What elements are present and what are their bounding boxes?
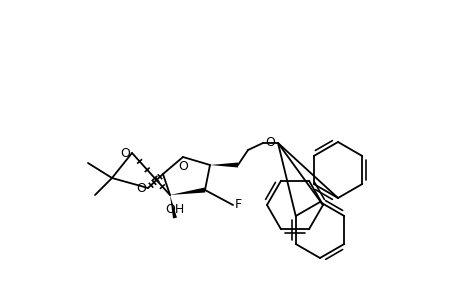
Polygon shape (170, 188, 205, 195)
Text: O: O (264, 136, 274, 148)
Text: F: F (235, 197, 241, 211)
Text: O: O (178, 160, 188, 173)
Polygon shape (210, 163, 237, 167)
Text: O: O (136, 182, 146, 194)
Text: O: O (120, 146, 130, 160)
Text: OH: OH (165, 203, 184, 216)
Polygon shape (170, 195, 177, 218)
